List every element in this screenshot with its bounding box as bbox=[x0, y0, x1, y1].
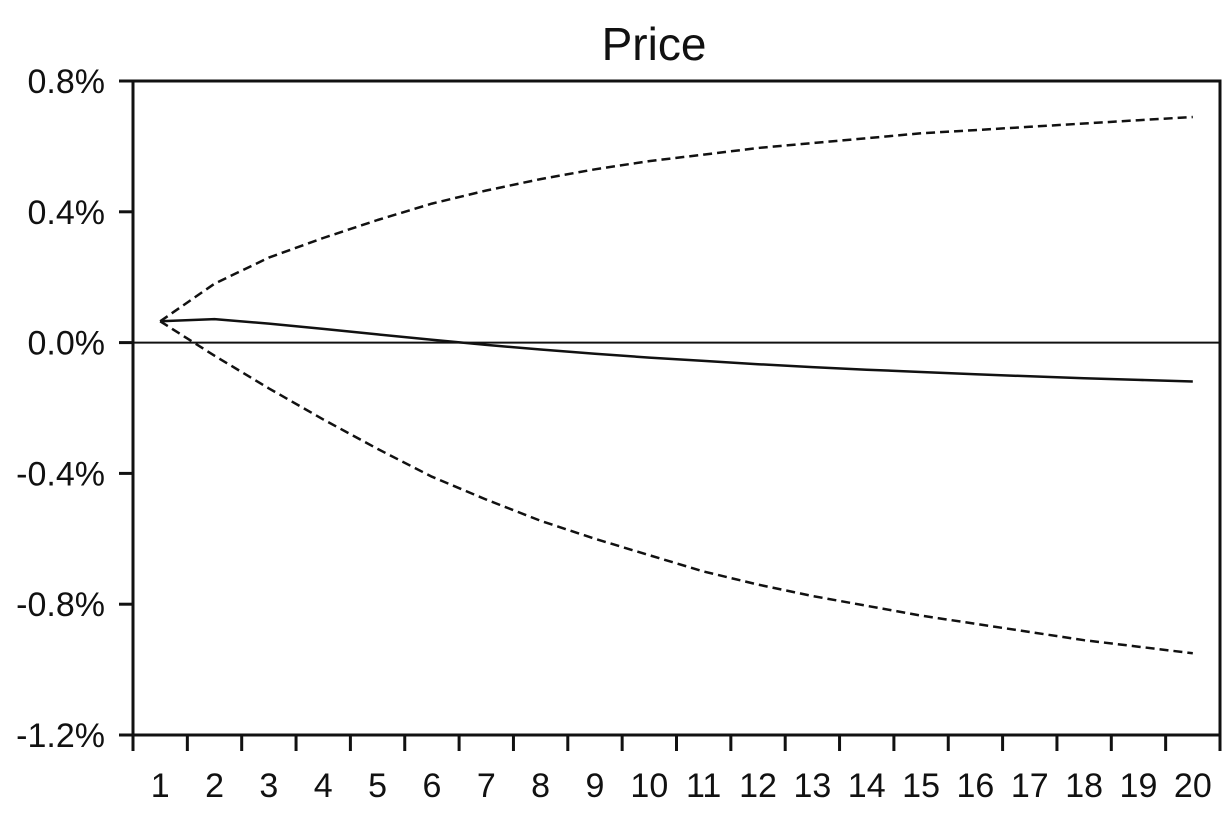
x-tick-label: 9 bbox=[586, 767, 605, 805]
chart-title: Price bbox=[602, 18, 707, 70]
x-tick-label: 13 bbox=[793, 767, 831, 805]
y-tick-label: 0.4% bbox=[28, 194, 106, 232]
chart-axes: 0.8%0.4%0.0%-0.4%-0.8%-1.2%1 2 3 4 5 6 7 8 9 10 11… bbox=[16, 63, 1222, 805]
x-tick-label: 1 bbox=[151, 767, 170, 805]
x-tick-label: 6 bbox=[422, 767, 441, 805]
x-tick-label: 7 bbox=[477, 767, 496, 805]
response-line bbox=[160, 317, 1193, 383]
x-tick-label: 3 bbox=[259, 767, 278, 805]
y-tick-label: -1.2% bbox=[16, 717, 105, 755]
y-tick-label: 0.0% bbox=[28, 325, 106, 363]
x-tick-label: 14 bbox=[848, 767, 886, 805]
y-tick-label: -0.4% bbox=[16, 455, 105, 493]
chart-series-layer bbox=[159, 115, 1193, 655]
x-tick-label: 16 bbox=[957, 767, 995, 805]
x-tick-label: 8 bbox=[531, 767, 550, 805]
x-tick-label: 5 bbox=[368, 767, 387, 805]
x-tick-label: 12 bbox=[739, 767, 777, 805]
x-tick-label: 18 bbox=[1065, 767, 1103, 805]
x-tick-label: 4 bbox=[314, 767, 333, 805]
upper-band-line bbox=[159, 115, 1193, 323]
lower-band-line bbox=[159, 320, 1193, 655]
x-tick-label: 11 bbox=[686, 767, 721, 805]
x-tick-label: 2 bbox=[205, 767, 224, 805]
x-tick-label: 17 bbox=[1011, 767, 1049, 805]
y-tick-label: -0.8% bbox=[16, 586, 105, 624]
x-tick-label: 10 bbox=[630, 767, 668, 805]
x-tick-label: 19 bbox=[1120, 767, 1158, 805]
x-tick-label: 15 bbox=[902, 767, 940, 805]
x-tick-label: 20 bbox=[1174, 767, 1212, 805]
y-tick-label: 0.8% bbox=[28, 63, 106, 101]
